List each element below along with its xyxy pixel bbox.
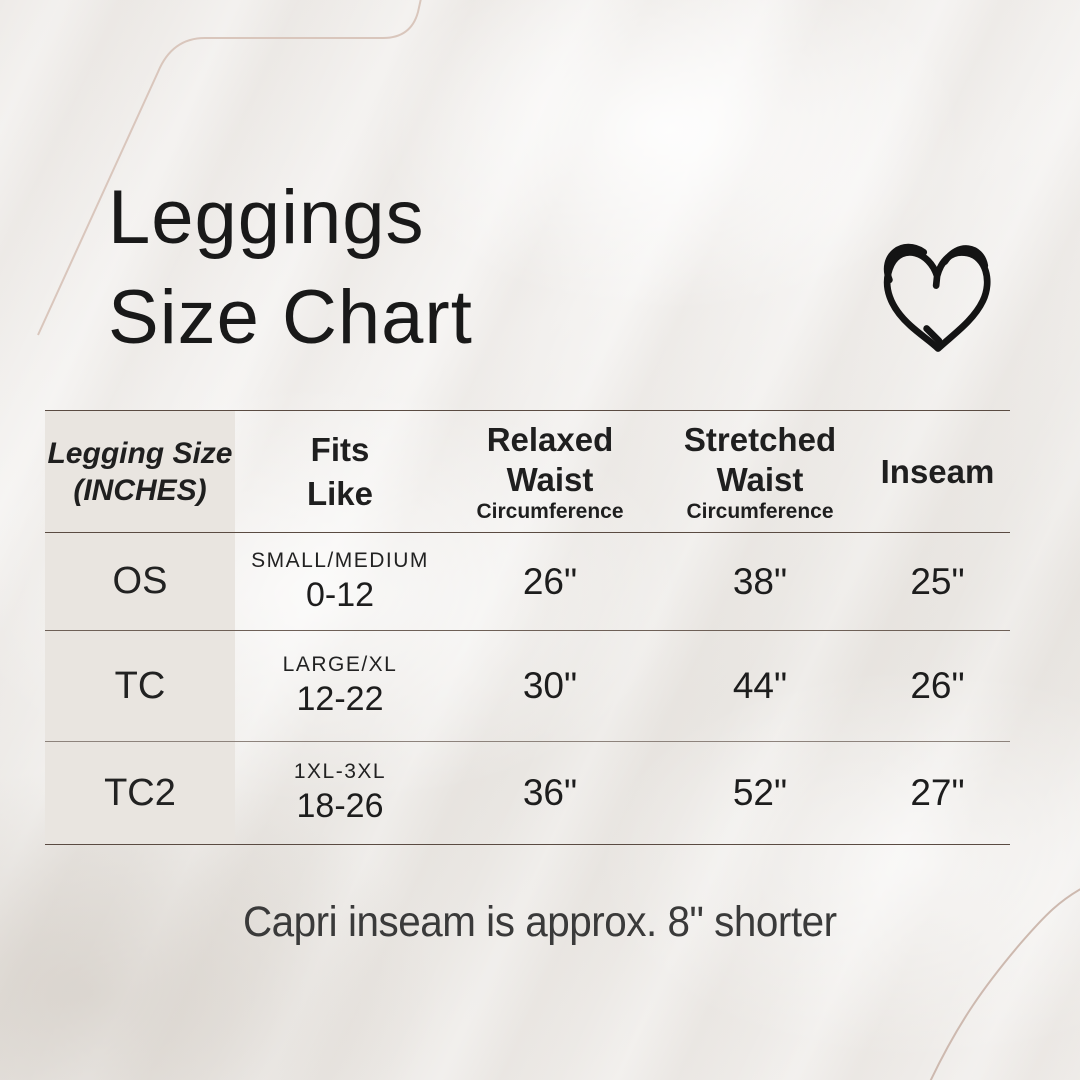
header-fits-like: Fits Like bbox=[306, 430, 374, 512]
table-header-row: Legging Size (INCHES) Fits Like Relaxed … bbox=[45, 410, 1010, 532]
doodle-heart-icon bbox=[883, 243, 991, 352]
cell-relaxed-waist: 36" bbox=[522, 772, 578, 813]
cell-inseam: 25" bbox=[910, 560, 965, 602]
capri-note-text: Capri inseam is approx. 8" shorter bbox=[243, 898, 837, 946]
cell-relaxed-waist: 30" bbox=[522, 665, 578, 706]
cell-fits-like: 1XL-3XL 18-26 bbox=[293, 760, 387, 825]
header-inseam: Inseam bbox=[880, 452, 995, 490]
cell-inseam: 26" bbox=[910, 665, 965, 706]
page-title: Leggings Size Chart bbox=[108, 175, 473, 360]
table-row-tc2: TC2 1XL-3XL 18-26 36" 52" 27" bbox=[45, 741, 1010, 845]
cell-size: TC bbox=[45, 631, 235, 741]
cell-size: TC2 bbox=[45, 742, 235, 844]
size-table: Legging Size (INCHES) Fits Like Relaxed … bbox=[45, 410, 1010, 845]
header-stretched-waist: Stretched Waist Circumference bbox=[683, 420, 837, 523]
cell-stretched-waist: 38" bbox=[732, 560, 788, 602]
header-relaxed-waist: Relaxed Waist Circumference bbox=[476, 420, 624, 523]
cell-relaxed-waist: 26" bbox=[522, 560, 578, 602]
cell-stretched-waist: 44" bbox=[732, 665, 788, 706]
cell-size: OS bbox=[45, 533, 235, 630]
cell-fits-like: LARGE/XL 12-22 bbox=[282, 653, 398, 718]
header-legging-size: Legging Size (INCHES) bbox=[45, 411, 235, 532]
cell-fits-like: SMALL/MEDIUM 0-12 bbox=[251, 548, 429, 614]
table-row-tc: TC LARGE/XL 12-22 30" 44" 26" bbox=[45, 630, 1010, 741]
cell-stretched-waist: 52" bbox=[732, 772, 788, 813]
capri-note: Capri inseam is approx. 8" shorter bbox=[0, 898, 1080, 947]
cell-inseam: 27" bbox=[910, 772, 965, 813]
table-row-os: OS SMALL/MEDIUM 0-12 26" 38" 25" bbox=[45, 532, 1010, 630]
